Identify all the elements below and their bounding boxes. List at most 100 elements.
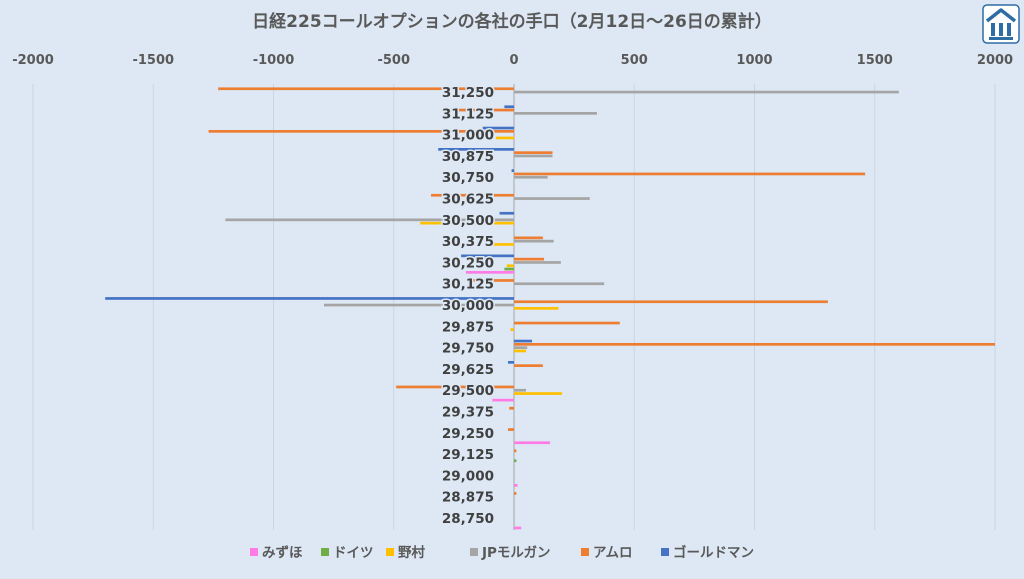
x-tick-label: 1500 [857,53,893,68]
bar [441,108,514,112]
legend-label: アムロ [593,545,633,561]
category-label: 29,125 [442,447,494,463]
category-label: 29,875 [442,319,494,335]
category-label: 29,375 [442,405,494,421]
category-label: 31,125 [442,106,494,122]
bar [468,279,514,282]
bar [504,267,514,271]
bar [514,261,561,264]
category-label: 30,500 [442,213,494,229]
legend-label: 野村 [398,544,425,561]
bar [514,526,522,530]
bar [514,392,563,395]
bar [492,398,514,402]
legend-swatch [321,548,329,556]
bar [514,441,551,445]
x-tick-label: 0 [509,53,518,68]
bar [218,87,514,91]
category-label: 30,375 [442,234,494,250]
bar [514,307,559,310]
x-tick-label: -500 [377,53,410,68]
category-label: 31,250 [442,85,494,101]
x-tick-label: -1500 [132,53,174,68]
bar [420,221,514,225]
category-label: 30,125 [442,277,494,293]
legend-label: ゴールドマン [673,544,754,561]
bar [514,172,866,176]
bar [514,112,597,115]
x-tick-label: -1000 [253,53,295,68]
x-tick-label: -2000 [12,53,54,68]
bar [514,282,605,286]
category-label: 29,625 [442,362,494,378]
x-tick-label: 500 [621,53,648,68]
legend-label: JPモルガン [481,545,551,561]
bar [514,388,527,392]
legend-swatch [661,548,669,556]
bar [465,271,514,274]
bar [495,136,514,140]
bar [514,339,533,343]
category-label: 31,000 [442,128,494,144]
bar [514,343,995,346]
bar [482,126,514,130]
bar [514,484,518,487]
category-label: 29,750 [442,341,494,357]
bar [514,321,620,325]
bar [438,148,514,151]
bar [514,197,590,200]
bar [504,105,514,109]
category-label: 30,625 [442,192,494,208]
bar [514,492,517,495]
bar [514,449,517,453]
bar [396,385,514,389]
bar [514,364,543,367]
bar [514,300,828,304]
bar [509,406,514,410]
x-tick-label: 1000 [736,53,772,68]
bar [514,459,517,463]
bar [514,90,899,94]
bar [514,257,545,261]
bar [461,254,514,258]
category-label: 30,875 [442,149,494,165]
legend-swatch [250,548,258,556]
x-tick-label: 2000 [977,53,1013,68]
bar [499,211,514,215]
bar [105,297,515,300]
bar [514,236,543,240]
bar [431,193,514,197]
legend-swatch [386,548,394,556]
category-label: 29,000 [442,468,494,484]
bar [225,218,514,222]
bar [507,428,514,431]
bar [511,169,514,172]
category-label: 30,750 [442,170,494,186]
category-label: 29,500 [442,383,494,399]
legend-label: みずほ [262,544,303,561]
bar [208,130,514,133]
legend-swatch [581,548,589,556]
bar [506,264,514,268]
bar [514,154,553,158]
bar [514,175,548,179]
legend-swatch [470,548,478,556]
bar [514,349,527,353]
category-label: 28,875 [442,490,494,506]
bar [507,361,514,364]
bar [324,303,514,307]
bar [492,243,514,246]
category-label: 30,000 [442,298,494,314]
category-label: 30,250 [442,255,494,271]
category-label: 29,250 [442,426,494,442]
bar [514,151,553,154]
legend-label: ドイツ [333,545,374,561]
house-logo-icon [982,4,1020,44]
category-label: 28,750 [442,511,494,527]
bar [514,346,528,349]
bar [510,328,514,331]
chart-title: 日経225コールオプションの各社の手口（2月12日〜26日の累計） [252,11,772,32]
bar [514,239,554,243]
